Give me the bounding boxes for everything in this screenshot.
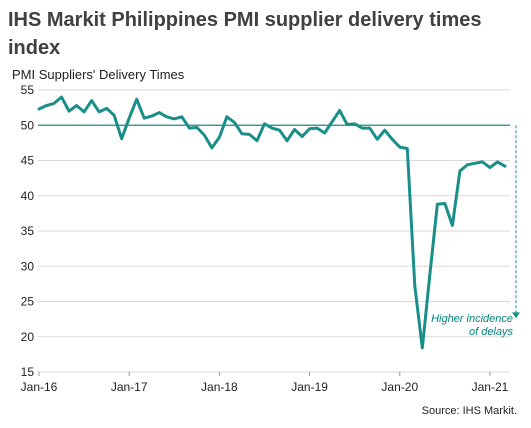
y-tick-label: 45 xyxy=(21,154,35,168)
y-axis-label: PMI Suppliers' Delivery Times xyxy=(12,67,185,82)
x-tick-label: Jan-21 xyxy=(472,380,509,394)
chart-title: IHS Markit Philippines PMI supplier deli… xyxy=(8,9,482,59)
y-tick-label: 15 xyxy=(21,365,35,379)
y-tick-label: 30 xyxy=(21,259,35,273)
x-tick-label: Jan-20 xyxy=(381,380,418,394)
y-tick-label: 25 xyxy=(21,295,35,309)
annotation-text: Higher incidence xyxy=(431,313,513,325)
y-tick-label: 50 xyxy=(21,118,35,132)
source-note: Source: IHS Markit. xyxy=(421,405,517,417)
y-tick-label: 20 xyxy=(21,330,35,344)
y-tick-label: 35 xyxy=(21,224,35,238)
x-tick-label: Jan-16 xyxy=(21,380,58,394)
annotation-text: of delays xyxy=(469,326,514,338)
y-tick-label: 40 xyxy=(21,189,35,203)
x-tick-label: Jan-17 xyxy=(111,380,148,394)
series-line xyxy=(37,95,507,350)
annotation-arrowhead xyxy=(512,312,520,319)
x-tick-label: Jan-18 xyxy=(201,380,238,394)
y-tick-label: 55 xyxy=(21,83,35,97)
x-tick-label: Jan-19 xyxy=(291,380,328,394)
